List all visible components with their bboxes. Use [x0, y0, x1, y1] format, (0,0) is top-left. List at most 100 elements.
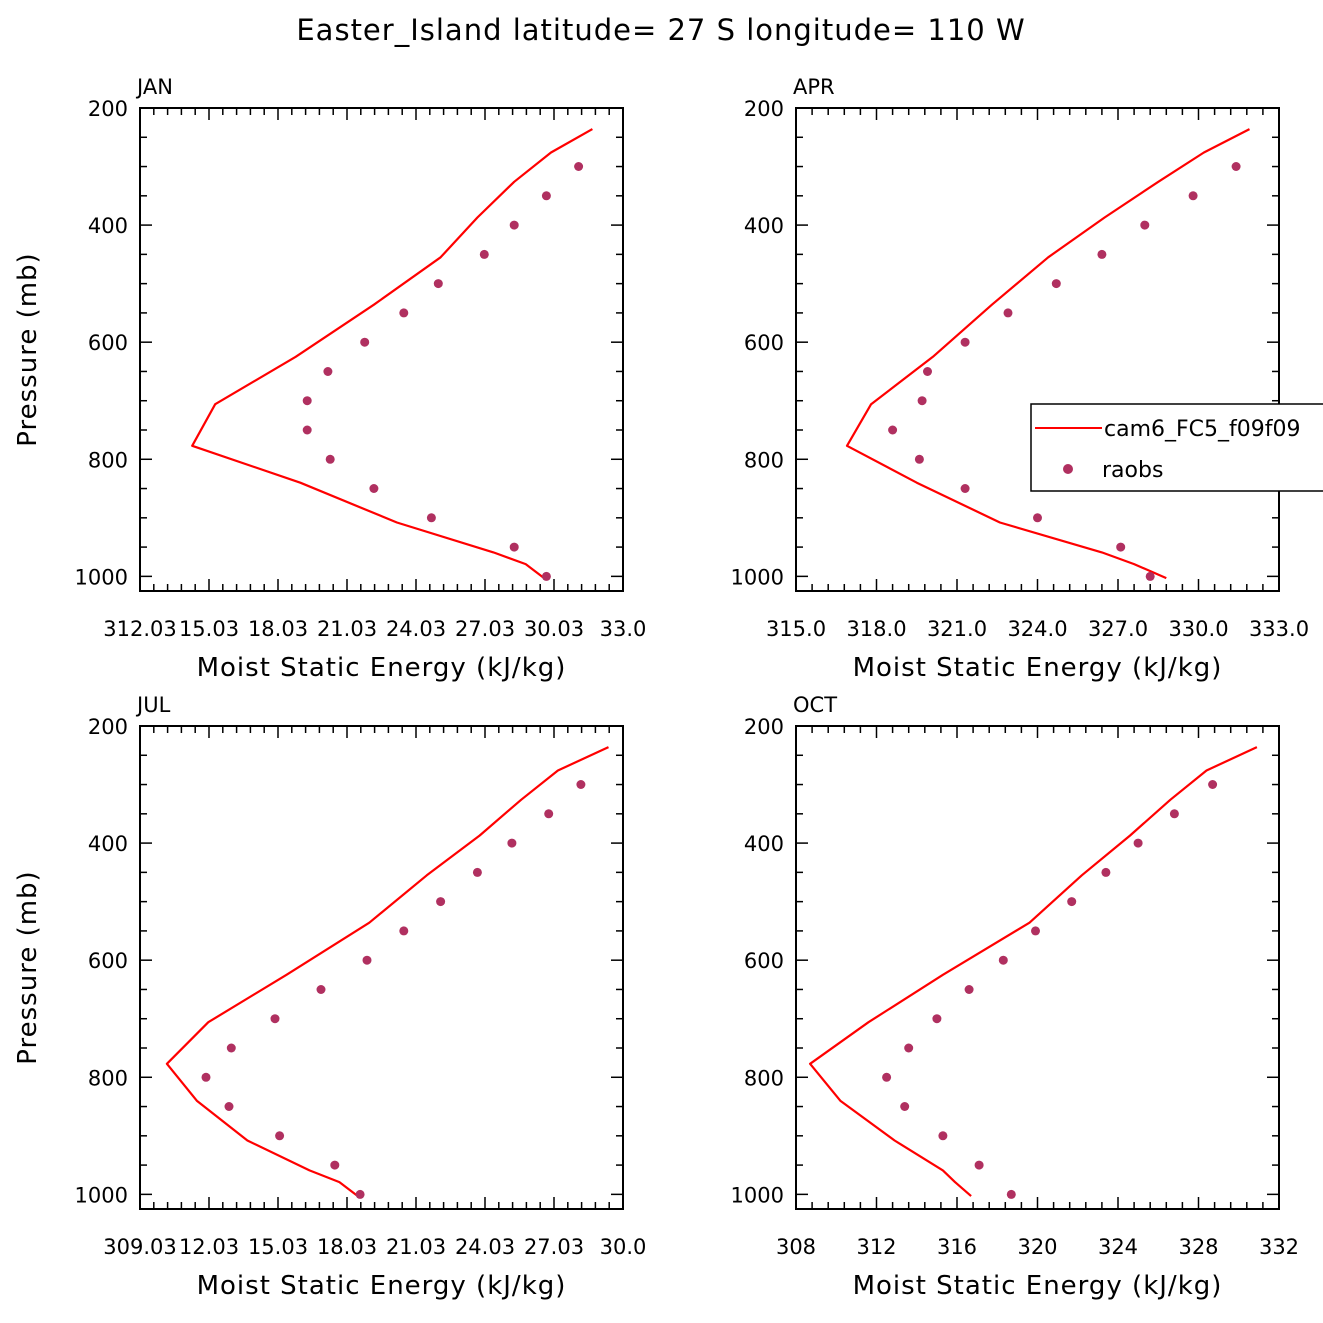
obs-point [436, 897, 446, 907]
x-tick-label: 18.03 [248, 617, 308, 641]
x-tick-label: 321.0 [927, 617, 987, 641]
obs-point [302, 396, 312, 406]
obs-point [224, 1102, 234, 1111]
obs-point [900, 1102, 910, 1111]
y-tick-label: 800 [744, 1066, 784, 1090]
obs-point [433, 279, 443, 289]
x-tick-label: 15.03 [179, 617, 239, 641]
y-axis-label: Pressure (mb) [13, 252, 43, 446]
plot-frame [139, 107, 624, 592]
legend-model-label: cam6_FC5_f09f09 [1104, 417, 1301, 442]
x-tick-label: 21.03 [386, 1235, 446, 1259]
legend-obs-label: raobs [1102, 458, 1163, 483]
x-tick-label: 27.03 [524, 1235, 584, 1259]
x-tick-label: 30.03 [524, 617, 584, 641]
obs-point [541, 571, 551, 581]
x-tick-label: 33.0 [600, 617, 647, 641]
y-tick-label: 600 [744, 949, 784, 973]
x-axis-label: Moist Static Energy (kJ/kg) [197, 1271, 567, 1301]
obs-point [509, 542, 519, 552]
obs-point [360, 337, 370, 347]
obs-point [426, 513, 436, 523]
model-line [809, 746, 1258, 1197]
y-tick-label: 200 [744, 97, 784, 121]
obs-point [1006, 1189, 1016, 1199]
y-tick-label: 1000 [731, 1183, 784, 1207]
obs-point [960, 484, 970, 493]
y-tick-label: 200 [88, 97, 128, 121]
y-tick-label: 800 [88, 1066, 128, 1090]
obs-point [1145, 571, 1155, 581]
y-tick-label: 600 [88, 949, 128, 973]
x-tick-label: 312 [856, 1235, 896, 1259]
y-tick-label: 200 [88, 715, 128, 739]
x-tick-label: 332 [1259, 1235, 1299, 1259]
y-tick-label: 1000 [75, 1183, 128, 1207]
obs-point [1231, 162, 1241, 171]
obs-point [509, 220, 519, 230]
x-tick-label: 316 [937, 1235, 977, 1259]
obs-point [323, 367, 333, 376]
obs-point [302, 425, 312, 435]
obs-point [1031, 926, 1040, 936]
obs-point [544, 809, 554, 819]
obs-point [275, 1131, 285, 1141]
obs-point [960, 337, 970, 347]
x-tick-label: 312.03 [103, 617, 176, 641]
x-tick-label: 328 [1178, 1235, 1218, 1259]
obs-point [917, 396, 927, 406]
obs-point [574, 162, 584, 171]
obs-point [507, 838, 517, 848]
y-tick-label: 600 [744, 331, 784, 355]
y-tick-label: 400 [88, 832, 128, 856]
panel-apr: 200 400 600 800 1000 315.0 318.0 321.0 324.0 327.… [731, 75, 1310, 683]
panel-oct: 200 400 600 800 1000 308 312 316 320 324 328 332 OCT… [731, 693, 1300, 1301]
panel-jan: 200 400 600 800 1000 312.03 15.03 18.03 21.03 24.… [13, 75, 646, 683]
y-tick-label: 400 [744, 214, 784, 238]
obs-point [479, 249, 489, 259]
obs-point [932, 1014, 942, 1024]
panel-label: JUL [135, 693, 171, 717]
x-tick-label: 333.0 [1249, 617, 1309, 641]
obs-point [964, 985, 974, 994]
x-tick-label: 327.0 [1088, 617, 1148, 641]
plot-frame [139, 725, 624, 1210]
obs-point [998, 955, 1008, 965]
model-line [845, 128, 1251, 580]
x-axis-label: Moist Static Energy (kJ/kg) [197, 653, 567, 683]
obs-point [1097, 249, 1107, 259]
obs-point [1051, 279, 1061, 289]
panel-jul: 200 400 600 800 1000 309.03 12.03 15.03 18.03 21.… [13, 693, 646, 1301]
obs-point [1033, 513, 1042, 523]
plot-frame [795, 725, 1280, 1210]
obs-point [1169, 809, 1179, 819]
obs-point [369, 484, 379, 493]
obs-point [1188, 191, 1198, 201]
obs-point [399, 926, 409, 936]
x-tick-label: 15.03 [248, 1235, 308, 1259]
obs-point [325, 454, 335, 464]
legend-box [1030, 403, 1323, 492]
legend-marker-swatch [1063, 464, 1073, 474]
obs-point [1067, 897, 1077, 907]
x-tick-label: 30.0 [600, 1235, 647, 1259]
y-tick-label: 800 [744, 448, 784, 472]
obs-point [362, 955, 372, 965]
y-tick-label: 1000 [75, 565, 128, 589]
x-tick-label: 18.03 [317, 1235, 377, 1259]
x-axis-label: Moist Static Energy (kJ/kg) [853, 1271, 1223, 1301]
x-tick-label: 324.0 [1007, 617, 1067, 641]
obs-point [576, 780, 586, 789]
x-tick-label: 21.03 [317, 617, 377, 641]
x-tick-label: 27.03 [455, 617, 515, 641]
obs-point [399, 308, 409, 318]
obs-point [541, 191, 551, 201]
obs-point [1133, 838, 1143, 848]
y-axis-label: Pressure (mb) [13, 870, 43, 1064]
obs-point [882, 1072, 892, 1082]
x-tick-label: 324 [1098, 1235, 1138, 1259]
x-tick-label: 24.03 [386, 617, 446, 641]
x-tick-label: 320 [1017, 1235, 1057, 1259]
